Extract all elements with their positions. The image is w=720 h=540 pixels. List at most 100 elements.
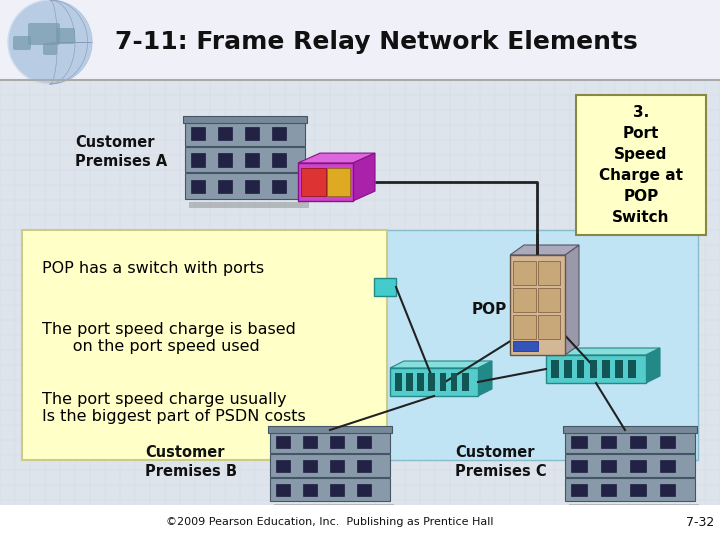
FancyBboxPatch shape xyxy=(395,373,402,391)
FancyBboxPatch shape xyxy=(571,460,587,472)
FancyBboxPatch shape xyxy=(571,436,587,448)
FancyBboxPatch shape xyxy=(28,23,60,45)
Polygon shape xyxy=(298,153,375,163)
Text: The port speed charge is based
      on the port speed used: The port speed charge is based on the po… xyxy=(42,322,296,354)
FancyBboxPatch shape xyxy=(660,460,675,472)
Text: The port speed charge usually
Is the biggest part of PSDN costs: The port speed charge usually Is the big… xyxy=(42,392,306,424)
Polygon shape xyxy=(390,361,492,368)
FancyBboxPatch shape xyxy=(276,436,290,448)
FancyBboxPatch shape xyxy=(303,484,318,496)
FancyBboxPatch shape xyxy=(600,484,616,496)
FancyBboxPatch shape xyxy=(272,127,287,140)
FancyBboxPatch shape xyxy=(245,153,259,167)
FancyBboxPatch shape xyxy=(373,230,698,460)
FancyBboxPatch shape xyxy=(565,454,695,477)
FancyBboxPatch shape xyxy=(298,163,353,201)
FancyBboxPatch shape xyxy=(577,360,585,378)
Text: POP: POP xyxy=(472,302,508,318)
FancyBboxPatch shape xyxy=(274,504,394,510)
FancyBboxPatch shape xyxy=(538,315,560,339)
FancyBboxPatch shape xyxy=(406,373,413,391)
FancyBboxPatch shape xyxy=(191,180,205,193)
FancyBboxPatch shape xyxy=(191,127,205,140)
FancyBboxPatch shape xyxy=(600,436,616,448)
FancyBboxPatch shape xyxy=(513,315,536,339)
Text: 7-32: 7-32 xyxy=(686,516,714,529)
Text: Customer
Premises C: Customer Premises C xyxy=(455,444,546,480)
Polygon shape xyxy=(353,153,375,201)
FancyBboxPatch shape xyxy=(513,261,536,285)
FancyBboxPatch shape xyxy=(276,484,290,496)
FancyBboxPatch shape xyxy=(630,484,646,496)
FancyBboxPatch shape xyxy=(440,373,446,391)
FancyBboxPatch shape xyxy=(218,180,233,193)
FancyBboxPatch shape xyxy=(270,430,390,453)
FancyBboxPatch shape xyxy=(571,484,587,496)
FancyBboxPatch shape xyxy=(546,355,646,383)
FancyBboxPatch shape xyxy=(303,460,318,472)
FancyBboxPatch shape xyxy=(22,230,387,460)
FancyBboxPatch shape xyxy=(0,0,720,80)
FancyBboxPatch shape xyxy=(374,278,396,296)
FancyBboxPatch shape xyxy=(630,436,646,448)
FancyBboxPatch shape xyxy=(510,255,565,355)
FancyBboxPatch shape xyxy=(462,373,469,391)
FancyBboxPatch shape xyxy=(0,505,720,540)
Text: ©2009 Pearson Education, Inc.  Publishing as Prentice Hall: ©2009 Pearson Education, Inc. Publishing… xyxy=(166,517,494,527)
FancyBboxPatch shape xyxy=(189,202,309,208)
FancyBboxPatch shape xyxy=(357,460,372,472)
Polygon shape xyxy=(510,245,579,255)
FancyBboxPatch shape xyxy=(245,180,259,193)
FancyBboxPatch shape xyxy=(330,436,344,448)
Polygon shape xyxy=(478,361,492,396)
FancyBboxPatch shape xyxy=(301,168,325,196)
FancyBboxPatch shape xyxy=(183,116,307,123)
FancyBboxPatch shape xyxy=(616,360,623,378)
FancyBboxPatch shape xyxy=(576,95,706,235)
FancyBboxPatch shape xyxy=(270,454,390,477)
FancyBboxPatch shape xyxy=(600,460,616,472)
FancyBboxPatch shape xyxy=(185,147,305,172)
FancyBboxPatch shape xyxy=(513,341,538,351)
FancyBboxPatch shape xyxy=(330,484,344,496)
FancyBboxPatch shape xyxy=(13,36,31,50)
FancyBboxPatch shape xyxy=(357,484,372,496)
FancyBboxPatch shape xyxy=(245,127,259,140)
Polygon shape xyxy=(565,245,579,355)
FancyBboxPatch shape xyxy=(538,261,560,285)
Circle shape xyxy=(8,0,92,84)
FancyBboxPatch shape xyxy=(418,373,424,391)
FancyBboxPatch shape xyxy=(603,360,610,378)
FancyBboxPatch shape xyxy=(428,373,435,391)
FancyBboxPatch shape xyxy=(268,426,392,433)
Polygon shape xyxy=(646,348,660,383)
FancyBboxPatch shape xyxy=(191,153,205,167)
FancyBboxPatch shape xyxy=(513,288,536,312)
FancyBboxPatch shape xyxy=(451,373,457,391)
FancyBboxPatch shape xyxy=(185,173,305,199)
FancyBboxPatch shape xyxy=(43,43,57,55)
FancyBboxPatch shape xyxy=(590,360,598,378)
Text: 3.
Port
Speed
Charge at
POP
Switch: 3. Port Speed Charge at POP Switch xyxy=(599,105,683,225)
FancyBboxPatch shape xyxy=(272,180,287,193)
FancyBboxPatch shape xyxy=(563,426,697,433)
FancyBboxPatch shape xyxy=(564,360,572,378)
FancyBboxPatch shape xyxy=(56,28,75,44)
FancyBboxPatch shape xyxy=(327,168,350,196)
FancyBboxPatch shape xyxy=(330,460,344,472)
FancyBboxPatch shape xyxy=(630,460,646,472)
FancyBboxPatch shape xyxy=(0,80,720,540)
FancyBboxPatch shape xyxy=(357,436,372,448)
Text: POP has a switch with ports: POP has a switch with ports xyxy=(42,260,264,275)
FancyBboxPatch shape xyxy=(628,360,636,378)
FancyBboxPatch shape xyxy=(538,288,560,312)
Text: Customer
Premises A: Customer Premises A xyxy=(75,134,167,170)
FancyBboxPatch shape xyxy=(565,478,695,501)
FancyBboxPatch shape xyxy=(276,460,290,472)
FancyBboxPatch shape xyxy=(303,436,318,448)
FancyBboxPatch shape xyxy=(218,153,233,167)
FancyBboxPatch shape xyxy=(551,360,559,378)
FancyBboxPatch shape xyxy=(569,504,699,510)
FancyBboxPatch shape xyxy=(272,153,287,167)
Polygon shape xyxy=(546,348,660,355)
